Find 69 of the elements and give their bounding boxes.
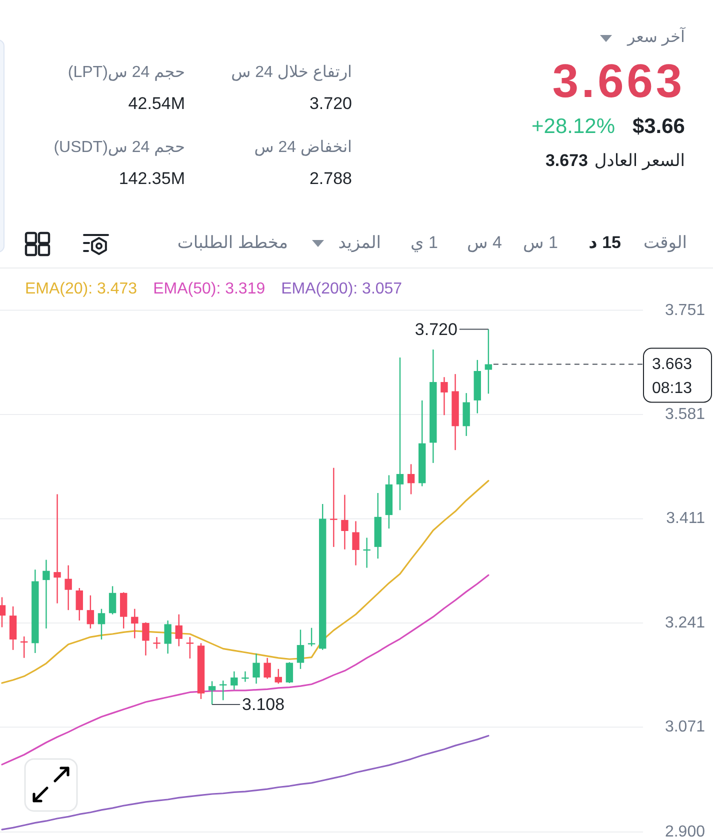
- text: انخفاض 24 س: [254, 138, 352, 158]
- text: EMA(50): 3.319: [153, 280, 266, 298]
- text: 1 ي: [410, 232, 438, 254]
- text: 3.673: [545, 150, 588, 172]
- y-tick-label: 3.581: [664, 406, 706, 424]
- candlestick: [264, 657, 271, 680]
- candlestick: [252, 653, 260, 684]
- y-tick-label: 2.900: [664, 824, 706, 840]
- y-tick-label: 3.071: [664, 718, 706, 736]
- annotation: 3.720: [414, 320, 458, 339]
- text: حجم 24 س(LPT): [68, 63, 185, 83]
- candlestick: [131, 608, 138, 639]
- line-series: [1, 574, 490, 766]
- y-tick-label: 3.241: [664, 614, 706, 632]
- candlestick: [230, 670, 238, 690]
- candlestick: [120, 592, 128, 630]
- candlestick: [9, 606, 17, 651]
- text: 3.663: [552, 54, 685, 107]
- candlestick: [308, 627, 316, 647]
- candlestick: [175, 614, 182, 647]
- text: الوقت: [643, 232, 687, 254]
- text: 08:13: [652, 380, 692, 397]
- text: +28.12%: [532, 114, 615, 140]
- candlestick: [208, 680, 216, 706]
- text: EMA(20): 3.473: [25, 280, 138, 298]
- line-series: [1, 734, 490, 830]
- annotation: 3.108: [242, 694, 285, 714]
- candlestick: [108, 586, 116, 615]
- candlestick: [142, 622, 150, 656]
- candlestick: [407, 464, 415, 495]
- candlestick: [440, 376, 448, 416]
- text: 42.54M: [128, 94, 185, 114]
- y-tick-label: 3.411: [666, 510, 706, 528]
- candlestick: [462, 392, 470, 437]
- candlestick: [396, 356, 404, 511]
- candlestick: [98, 608, 106, 640]
- candlestick: [341, 494, 348, 550]
- candlestick: [86, 594, 94, 630]
- candlestick: [76, 587, 83, 622]
- text: 1 س: [523, 232, 558, 254]
- text: 3.720: [309, 94, 352, 114]
- text: 142.35M: [118, 168, 185, 190]
- candlestick: [330, 467, 338, 548]
- text: مخطط الطلبات: [177, 232, 288, 254]
- candlestick: [286, 662, 294, 684]
- candlestick: [484, 328, 492, 394]
- candlestick: [352, 520, 360, 566]
- text: المزيد: [338, 232, 381, 254]
- text: 2.788: [309, 168, 352, 190]
- text: حجم 24 س(USDT): [54, 138, 185, 158]
- candlestick: [54, 494, 61, 604]
- candlestick: [0, 596, 6, 628]
- text: آخر سعر: [627, 28, 685, 48]
- text: 15 د: [588, 232, 621, 254]
- text: EMA(200): 3.057: [281, 280, 402, 298]
- candlestick: [296, 629, 304, 670]
- candlestick: [153, 636, 160, 650]
- y-tick-label: 3.751: [664, 302, 706, 319]
- text: السعر العادل: [594, 150, 685, 172]
- candlestick: [64, 564, 72, 611]
- candlestick: [42, 559, 50, 630]
- text: 3.663: [652, 356, 696, 373]
- line-series: [1, 480, 490, 684]
- candlestick: [274, 668, 282, 684]
- text: 4 س: [467, 232, 502, 254]
- candlestick: [186, 636, 194, 660]
- text: ارتفاع خلال 24 س: [231, 63, 352, 83]
- text: $3.66: [632, 114, 685, 140]
- candlestick: [164, 620, 172, 654]
